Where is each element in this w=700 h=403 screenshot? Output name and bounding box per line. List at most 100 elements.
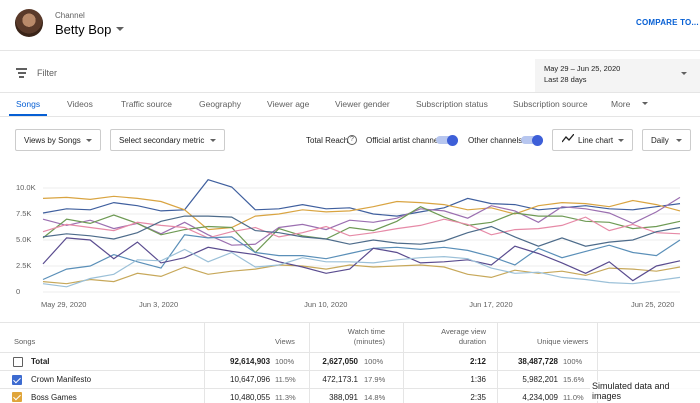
row-watch-time: 388,091 bbox=[329, 393, 358, 402]
filter-icon[interactable] bbox=[16, 68, 27, 80]
x-tick-label: May 29, 2020 bbox=[41, 300, 87, 309]
date-range-subtitle: Last 28 days bbox=[544, 75, 587, 84]
column-divider bbox=[597, 322, 598, 403]
series-line-1[interactable] bbox=[42, 179, 681, 217]
row-checkbox[interactable] bbox=[13, 357, 23, 367]
help-icon[interactable]: ? bbox=[347, 135, 357, 145]
header-divider bbox=[0, 50, 700, 51]
metric-dropdown[interactable]: Views by Songs bbox=[15, 129, 101, 151]
y-tick-label: 0 bbox=[16, 287, 21, 296]
channel-avatar[interactable] bbox=[15, 9, 43, 37]
views-line-chart[interactable] bbox=[0, 178, 700, 316]
chart-type-label: Line chart bbox=[578, 136, 614, 145]
row-checkbox-checked[interactable] bbox=[12, 392, 22, 402]
chevron-down-icon bbox=[676, 139, 682, 142]
col-header-views[interactable]: Views bbox=[275, 337, 295, 346]
secondary-metric-dropdown[interactable]: Select secondary metric bbox=[110, 129, 225, 151]
tabs-divider bbox=[0, 116, 700, 117]
channel-name[interactable]: Betty Bop bbox=[55, 22, 112, 37]
channel-dropdown-icon[interactable] bbox=[116, 27, 124, 31]
y-tick-label: 2.5K bbox=[16, 261, 32, 270]
table-header-divider bbox=[0, 352, 700, 353]
row-views: 92,614,903 bbox=[230, 357, 271, 366]
row-avg-duration: 1:36 bbox=[470, 375, 486, 384]
row-avg-duration: 2:12 bbox=[469, 357, 486, 366]
row-name[interactable]: Boss Games bbox=[31, 393, 77, 402]
series-line-2[interactable] bbox=[42, 195, 681, 231]
chart-grid bbox=[43, 187, 680, 293]
col-header-watch-time[interactable]: Watch time (minutes) bbox=[347, 327, 385, 346]
tab-more[interactable]: More bbox=[611, 99, 631, 109]
row-divider bbox=[0, 388, 700, 389]
row-unique-pct: 100% bbox=[563, 357, 583, 366]
row-watch-pct: 17.9% bbox=[364, 375, 386, 384]
row-views: 10,647,096 bbox=[230, 375, 271, 384]
row-unique-viewers: 38,487,728 bbox=[517, 357, 558, 366]
chart-series bbox=[42, 179, 681, 288]
series-line-7[interactable] bbox=[42, 234, 681, 281]
tab-geography[interactable]: Geography bbox=[199, 99, 242, 109]
row-divider bbox=[0, 370, 700, 371]
x-tick-label: Jun 3, 2020 bbox=[138, 300, 179, 309]
line-chart-icon bbox=[562, 134, 574, 143]
more-dropdown-icon[interactable] bbox=[642, 102, 648, 105]
column-divider bbox=[204, 322, 205, 403]
filter-input[interactable]: Filter bbox=[37, 68, 57, 78]
compare-to-button[interactable]: COMPARE TO... bbox=[636, 18, 699, 27]
tab-subscription-source[interactable]: Subscription source bbox=[513, 99, 588, 109]
granularity-dropdown[interactable]: Daily bbox=[642, 129, 691, 151]
y-tick-label: 7.5K bbox=[16, 209, 32, 218]
total-reach-label: Total Reach bbox=[306, 136, 349, 145]
x-tick-label: Jun 17, 2020 bbox=[469, 300, 513, 309]
date-range-picker[interactable] bbox=[535, 59, 700, 92]
other-channels-toggle-knob bbox=[532, 135, 543, 146]
row-views-pct: 11.5% bbox=[275, 375, 296, 384]
official-channel-label: Official artist channel bbox=[366, 136, 441, 145]
chevron-down-icon bbox=[210, 139, 216, 142]
tab-traffic-source[interactable]: Traffic source bbox=[121, 99, 173, 109]
tab-viewer-gender[interactable]: Viewer gender bbox=[335, 99, 390, 109]
row-views: 10,480,055 bbox=[230, 393, 271, 402]
row-watch-time: 472,173.1 bbox=[322, 375, 358, 384]
tab-viewer-age[interactable]: Viewer age bbox=[267, 99, 310, 109]
row-views-pct: 11.3% bbox=[275, 393, 296, 402]
active-tab-indicator bbox=[9, 114, 47, 116]
tab-songs[interactable]: Songs bbox=[16, 99, 41, 109]
row-checkbox-checked[interactable] bbox=[12, 375, 22, 385]
tab-videos[interactable]: Videos bbox=[67, 99, 93, 109]
row-watch-time: 2,627,050 bbox=[322, 357, 358, 366]
row-name[interactable]: Crown Manifesto bbox=[31, 375, 92, 384]
chevron-down-icon bbox=[86, 139, 92, 142]
date-dropdown-icon[interactable] bbox=[681, 72, 687, 75]
col-header-unique-viewers[interactable]: Unique viewers bbox=[537, 337, 589, 346]
series-line-9[interactable] bbox=[42, 237, 681, 282]
column-divider bbox=[497, 322, 498, 403]
chart-type-dropdown[interactable]: Line chart bbox=[552, 129, 633, 151]
column-divider bbox=[403, 322, 404, 403]
granularity-label: Daily bbox=[651, 136, 669, 145]
x-tick-label: Jun 25, 2020 bbox=[631, 300, 675, 309]
col-header-avg-duration[interactable]: Average view duration bbox=[441, 327, 486, 346]
col-header-songs[interactable]: Songs bbox=[14, 337, 36, 346]
y-tick-label: 10.0K bbox=[16, 183, 36, 192]
row-unique-viewers: 4,234,009 bbox=[522, 393, 558, 402]
column-divider bbox=[309, 322, 310, 403]
row-unique-pct: 15.6% bbox=[563, 375, 585, 384]
official-channel-toggle-knob bbox=[447, 135, 458, 146]
row-unique-viewers: 5,982,201 bbox=[522, 375, 558, 384]
simulated-data-note: Simulated data and images bbox=[590, 381, 700, 401]
row-watch-pct: 14.8% bbox=[364, 393, 386, 402]
secondary-metric-label: Select secondary metric bbox=[119, 136, 205, 145]
series-line-4[interactable] bbox=[42, 206, 681, 254]
series-line-5[interactable] bbox=[42, 216, 681, 239]
series-line-8[interactable] bbox=[42, 264, 681, 285]
tab-subscription-status[interactable]: Subscription status bbox=[416, 99, 488, 109]
row-name[interactable]: Total bbox=[31, 357, 50, 366]
row-unique-pct: 11.0% bbox=[563, 393, 584, 402]
series-line-6[interactable] bbox=[42, 215, 681, 247]
x-tick-label: Jun 10, 2020 bbox=[304, 300, 348, 309]
metric-dropdown-label: Views by Songs bbox=[24, 136, 81, 145]
series-line-10[interactable] bbox=[42, 248, 681, 288]
row-avg-duration: 2:35 bbox=[470, 393, 486, 402]
row-views-pct: 100% bbox=[275, 357, 295, 366]
